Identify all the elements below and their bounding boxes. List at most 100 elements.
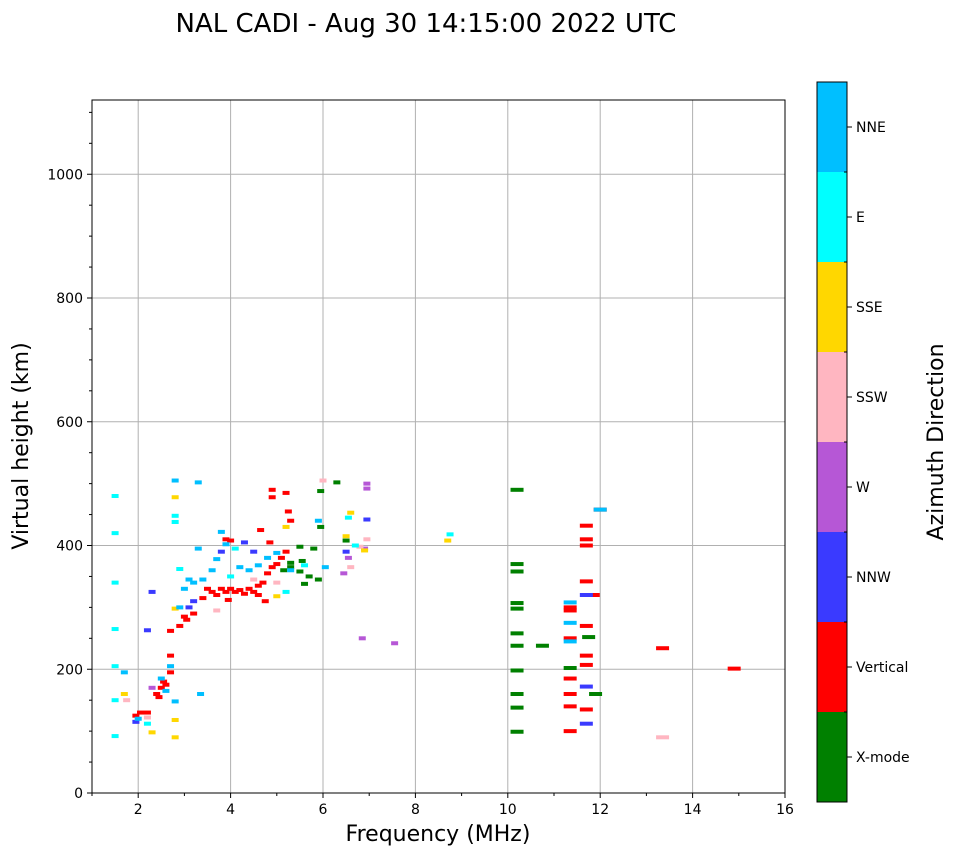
data-point <box>183 617 191 622</box>
data-point <box>282 490 290 495</box>
data-point <box>579 537 593 542</box>
data-point <box>363 481 371 486</box>
series-nne <box>120 478 607 721</box>
data-point <box>132 713 140 718</box>
data-point <box>563 666 577 671</box>
y-tick-label: 200 <box>56 662 83 678</box>
data-point <box>510 668 524 673</box>
data-point <box>236 565 244 570</box>
colorbar-tick-label: NNW <box>856 570 891 586</box>
data-point <box>153 692 161 696</box>
data-point <box>510 562 524 567</box>
data-point <box>356 544 364 549</box>
data-point <box>579 579 593 584</box>
data-point <box>162 688 170 693</box>
data-point <box>273 580 281 585</box>
x-axis-label: Frequency (MHz) <box>346 822 531 847</box>
x-ticks: 2 4 6 8 10 12 14 16 <box>91 793 794 818</box>
data-point <box>579 593 593 597</box>
colorbar-tick-label: SSW <box>856 390 888 406</box>
data-point <box>240 591 248 596</box>
data-point <box>310 546 318 551</box>
series-x-mode <box>280 480 603 734</box>
colorbar-label: Azimuth Direction <box>924 343 949 540</box>
data-point <box>268 565 276 570</box>
data-point <box>171 699 179 704</box>
data-point <box>321 565 329 570</box>
data-point <box>317 489 325 494</box>
data-point <box>111 734 119 739</box>
data-point <box>298 558 306 563</box>
colorbar-swatch <box>817 172 847 262</box>
data-point <box>287 560 295 565</box>
data-point <box>176 567 184 572</box>
data-point <box>510 631 524 636</box>
data-point <box>579 623 593 628</box>
data-point <box>171 606 179 611</box>
data-point <box>287 518 295 523</box>
data-point <box>213 593 221 597</box>
data-point <box>111 580 119 585</box>
data-point <box>579 721 593 726</box>
y-tick-label: 600 <box>56 415 83 431</box>
series-e <box>111 494 454 739</box>
data-point <box>344 515 352 520</box>
data-point <box>586 593 600 597</box>
colorbar-swatch <box>817 532 847 622</box>
data-point <box>277 555 285 560</box>
data-point <box>185 605 193 610</box>
data-point <box>589 692 603 696</box>
data-point <box>287 568 295 573</box>
colorbar-tick-label: E <box>856 210 865 226</box>
data-point <box>167 653 175 658</box>
data-point <box>162 682 170 687</box>
data-point <box>510 569 524 574</box>
data-point <box>282 589 290 594</box>
data-point <box>579 707 593 712</box>
data-point <box>155 695 163 700</box>
colorbar-swatch <box>817 712 847 802</box>
data-point <box>579 662 593 667</box>
y-axis-label: Virtual height (km) <box>9 342 34 549</box>
data-point <box>510 705 524 710</box>
data-point <box>190 599 198 604</box>
data-point <box>582 635 596 640</box>
data-point <box>227 574 235 579</box>
data-point <box>213 608 221 613</box>
data-point <box>261 599 269 604</box>
data-point <box>273 550 281 555</box>
data-point <box>222 542 230 547</box>
data-point <box>231 589 239 594</box>
data-point <box>123 698 131 703</box>
series-sse <box>120 495 452 740</box>
data-point <box>204 586 211 591</box>
data-point <box>344 555 352 560</box>
data-point <box>510 643 524 648</box>
data-point <box>148 589 156 594</box>
data-point <box>563 600 577 605</box>
data-point <box>510 729 524 734</box>
data-point <box>254 583 262 588</box>
data-point <box>593 507 607 512</box>
data-point <box>391 641 399 646</box>
data-point <box>250 577 258 582</box>
data-point <box>111 698 119 703</box>
data-point <box>273 562 281 567</box>
data-point <box>111 664 119 669</box>
data-point <box>266 540 274 545</box>
data-point <box>167 664 175 669</box>
data-point <box>563 620 577 625</box>
data-point <box>217 586 225 591</box>
data-points <box>111 478 741 740</box>
data-point <box>111 494 119 498</box>
data-point <box>132 719 140 724</box>
colorbar-swatch <box>817 352 847 442</box>
data-point <box>317 524 325 529</box>
data-point <box>197 692 205 696</box>
data-point <box>282 524 290 529</box>
data-point <box>143 628 151 633</box>
data-point <box>319 478 327 483</box>
data-point <box>222 537 230 542</box>
plot-area: 2 4 6 8 10 12 14 16 0 200 400 600 800 1000 <box>47 99 794 818</box>
y-tick-label: 400 <box>56 539 83 555</box>
